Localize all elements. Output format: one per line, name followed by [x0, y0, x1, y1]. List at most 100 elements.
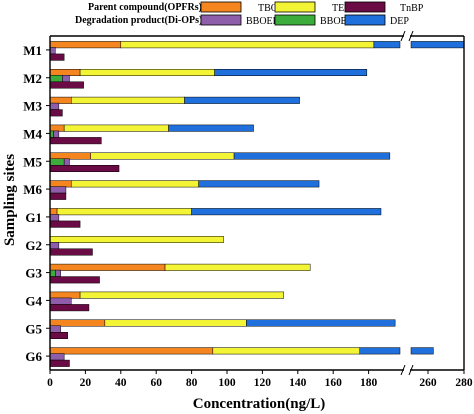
bar-m6-dep: [198, 180, 320, 188]
bar-g5-bboehp: [49, 325, 61, 333]
x-tick-label: 40: [115, 377, 127, 389]
y-tick-label-g4: G4: [25, 293, 42, 308]
legend-row1-label: Parent compound(OPFRs):: [88, 2, 205, 13]
y-tick-label-m1: M1: [23, 43, 42, 58]
bar-m2-tboep: [49, 69, 81, 76]
x-tick-label: 160: [325, 377, 343, 389]
x-tick-label: 60: [150, 377, 162, 389]
legend-swatch-tep: [274, 1, 316, 13]
bar-m5-tnbp: [49, 165, 120, 172]
bar-g6-tboep: [49, 347, 214, 355]
bar-m1-tboep: [49, 41, 122, 49]
bar-g6-dep-continued: [410, 347, 434, 355]
y-tick-label-g1: G1: [25, 210, 42, 225]
bar-m2-dep: [214, 69, 368, 76]
legend-swatch-bboep: [274, 14, 316, 26]
y-tick-label-m6: M6: [23, 182, 42, 197]
bar-g3-bboep: [49, 269, 56, 277]
bar-m3-dep: [184, 96, 300, 104]
y-tick-label-m2: M2: [23, 71, 42, 86]
legend-swatch-tnbp: [344, 1, 386, 13]
legend: Parent compound(OPFRs): Degradation prod…: [75, 1, 424, 27]
bar-m2-bboep: [49, 75, 63, 82]
bar-m1-bboehp: [49, 47, 56, 55]
legend-label-bboep: BBOEP: [320, 16, 353, 27]
bar-g5-tep: [104, 319, 247, 327]
bar-m3-tep: [70, 96, 185, 104]
bar-g3-tnbp: [49, 276, 100, 284]
bar-g1-dep: [191, 208, 382, 216]
axis-break-mark: [408, 364, 414, 376]
bar-g6-bboehp: [49, 353, 65, 361]
bar-g4-tnbp: [49, 304, 90, 312]
bar-g2-bboehp: [49, 242, 60, 249]
legend-row2-label: Degradation product(Di-OPs):: [75, 15, 206, 26]
bar-m2-tnbp: [49, 81, 84, 89]
legend-swatch-tboep: [200, 1, 242, 13]
legend-label-tnbp: TnBP: [400, 3, 424, 14]
axis-break-mark: [408, 30, 414, 42]
bar-g4-bboehp: [49, 297, 72, 305]
bar-m3-tboep: [49, 96, 72, 104]
x-tick-label: 140: [289, 377, 307, 389]
bar-g5-tboep: [49, 319, 106, 327]
legend-label-tboep: TBOEP: [258, 3, 290, 14]
x-tick-label: 120: [254, 377, 272, 389]
bar-m6-tboep: [49, 180, 72, 188]
bar-m2-bboehp: [62, 75, 70, 82]
y-tick-label-g2: G2: [25, 238, 42, 253]
legend-swatch-dep: [344, 14, 386, 26]
y-tick-label-m4: M4: [23, 126, 42, 141]
bar-m6-bboehp: [49, 186, 67, 194]
y-axis-title: Sampling sites: [2, 154, 18, 246]
bar-g3-tboep: [49, 263, 166, 271]
x-tick-label: 100: [218, 377, 236, 389]
bar-m3-tnbp: [49, 109, 63, 117]
bar-m4-tboep: [49, 124, 65, 132]
bar-g3-bboehp: [55, 269, 61, 277]
x-tick-label: 0: [47, 377, 53, 389]
axis-break-mark: [400, 364, 406, 376]
bar-m5-bboehp: [63, 158, 70, 166]
bar-g4-tep: [79, 291, 284, 299]
bar-m2-tep: [79, 69, 215, 76]
bar-m6-tep: [70, 180, 199, 188]
bar-g1-tep: [56, 208, 192, 216]
bar-g6-tnbp: [49, 359, 70, 367]
bar-g2-tep: [49, 236, 224, 243]
bar-g1-tnbp: [49, 220, 81, 228]
y-tick-label-m5: M5: [23, 154, 42, 169]
bar-g2-tnbp: [49, 248, 93, 256]
bar-m6-tnbp: [49, 192, 67, 200]
legend-label-bboehp: BBOEHP: [246, 16, 286, 27]
bar-m4-dep: [168, 124, 254, 132]
x-tick-label: 260: [419, 377, 437, 389]
bar-m3-bboehp: [49, 102, 60, 110]
legend-swatch-bboehp: [200, 14, 242, 26]
bar-g4-tboep: [49, 291, 81, 299]
axis-break-mark: [400, 30, 406, 42]
bar-m5-bboep: [49, 158, 65, 166]
bar-m4-tnbp: [49, 137, 102, 145]
bar-m4-tep: [63, 124, 169, 132]
y-tick-label-m3: M3: [23, 99, 42, 114]
bar-g5-tnbp: [49, 332, 68, 339]
legend-label-dep: DEP: [390, 16, 409, 27]
x-tick-label: 280: [455, 377, 473, 389]
y-tick-label-g3: G3: [25, 266, 42, 281]
bar-g5-dep: [246, 319, 396, 327]
y-axis-categories: M1 M2 M3 M4 M5 M6 G1 G2 G3 G4 G5 G6: [23, 43, 50, 364]
y-tick-label-g5: G5: [25, 321, 42, 336]
x-tick-label: 20: [80, 377, 92, 389]
legend-label-tep: TEP: [332, 3, 350, 14]
y-tick-label-g6: G6: [25, 349, 42, 364]
bar-g1-tboep: [49, 208, 58, 216]
bar-m5-tep: [90, 152, 235, 160]
bar-g3-tep: [164, 263, 311, 271]
bar-m4-bboehp: [53, 130, 60, 138]
bar-g6-tep: [212, 347, 360, 355]
bar-m5-tboep: [49, 152, 91, 160]
bar-m1-tnbp: [49, 53, 65, 61]
x-tick-label: 180: [360, 377, 378, 389]
